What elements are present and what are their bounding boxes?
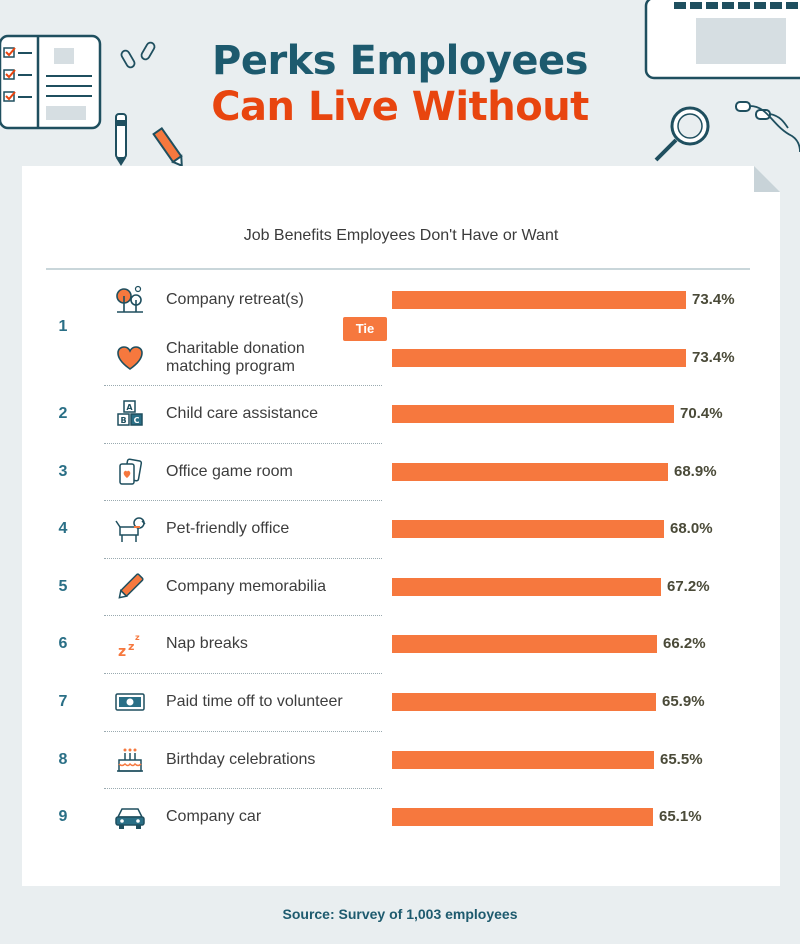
bar-label: Nap breaks <box>166 635 248 652</box>
data-label: 65.9% <box>662 693 705 710</box>
chart-title: Job Benefits Employees Don't Have or Wan… <box>243 227 559 244</box>
rank-number: 2 <box>58 405 68 422</box>
heart-icon <box>114 342 146 374</box>
rank-number: 6 <box>58 635 68 652</box>
svg-text:z: z <box>135 633 140 642</box>
source-note: Source: Survey of 1,003 employees <box>282 906 518 922</box>
chart-card: Job Benefits Employees Don't Have or Wan… <box>22 166 780 886</box>
bar-label: Birthday celebrations <box>166 751 316 768</box>
cake-icon <box>114 744 146 776</box>
svg-text:z: z <box>118 644 126 660</box>
data-label: 66.2% <box>663 635 706 652</box>
bar <box>392 808 653 826</box>
rank-number: 9 <box>58 808 68 825</box>
row-divider <box>104 500 382 501</box>
data-label: 73.4% <box>692 291 735 308</box>
row-divider <box>104 443 382 444</box>
rank-number: 7 <box>58 693 68 710</box>
rank-number: 5 <box>58 578 68 595</box>
row-divider <box>104 731 382 732</box>
pen-decoration-icon <box>115 113 127 166</box>
bar <box>392 291 686 309</box>
bar <box>392 520 664 538</box>
bar-label: Company car <box>166 808 262 825</box>
bar-label: Charitable donation matching program <box>166 340 305 375</box>
bar-label: Office game room <box>166 463 293 480</box>
row-divider <box>104 558 382 559</box>
bar-label: Company memorabilia <box>166 578 327 595</box>
rank-number: 1 <box>58 318 68 335</box>
trees-icon <box>114 284 146 316</box>
svg-text:A: A <box>126 403 133 412</box>
rank-number: 4 <box>58 520 68 537</box>
row-divider <box>104 385 382 386</box>
data-label: 68.0% <box>670 520 713 537</box>
svg-text:B: B <box>120 416 126 425</box>
earbuds-icon <box>735 101 800 152</box>
page-corner-fold <box>754 166 780 192</box>
car-icon <box>114 801 146 833</box>
bar <box>392 349 686 367</box>
bar <box>392 635 657 653</box>
bar-label: Child care assistance <box>166 405 319 422</box>
bar-label: Pet-friendly office <box>166 520 290 537</box>
data-label: 73.4% <box>692 349 735 366</box>
bar <box>392 463 668 481</box>
row-divider <box>104 615 382 616</box>
laptop-icon <box>644 0 800 80</box>
rank-number: 3 <box>58 463 68 480</box>
header-divider <box>46 268 750 270</box>
svg-text:z: z <box>128 640 134 653</box>
data-label: 67.2% <box>667 578 710 595</box>
paperclip-icon <box>120 41 156 69</box>
data-label: 68.9% <box>674 463 717 480</box>
data-label: 65.5% <box>660 751 703 768</box>
data-label: 65.1% <box>659 808 702 825</box>
bar <box>392 578 661 596</box>
data-label: 70.4% <box>680 405 723 422</box>
svg-text:C: C <box>134 416 140 425</box>
bar-label: Paid time off to volunteer <box>166 693 343 710</box>
tie-badge: Tie <box>343 317 387 341</box>
pencil-decoration-icon <box>152 126 183 168</box>
row-divider <box>104 673 382 674</box>
pen-icon <box>114 571 146 603</box>
magnifier-icon <box>654 106 710 162</box>
dog-icon <box>114 513 146 545</box>
bar <box>392 405 674 423</box>
rank-number: 8 <box>58 751 68 768</box>
bar <box>392 751 654 769</box>
notebook-checklist-icon <box>0 34 102 130</box>
page-title: Perks Employees Can Live Without <box>0 38 800 130</box>
row-divider <box>104 788 382 789</box>
cash-icon <box>114 686 146 718</box>
title-line-1: Perks Employees <box>212 38 588 84</box>
playing-cards-icon <box>114 456 146 488</box>
title-line-2: Can Live Without <box>211 84 589 130</box>
bar-label: Company retreat(s) <box>166 291 304 308</box>
bar <box>392 693 656 711</box>
